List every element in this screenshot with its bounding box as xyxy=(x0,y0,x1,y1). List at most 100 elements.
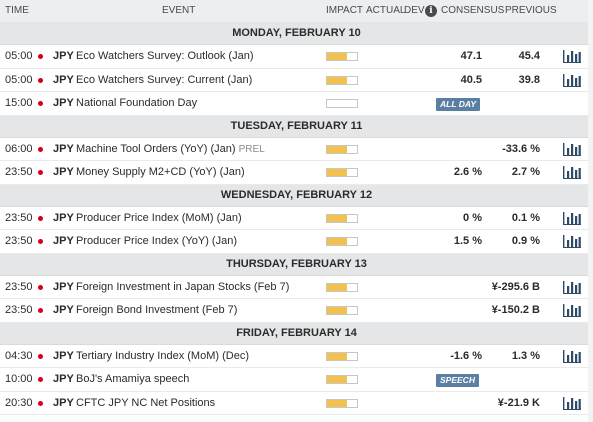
bar-chart-icon[interactable] xyxy=(563,49,581,63)
consensus-value: 2.6 % xyxy=(453,166,482,178)
previous-value: 0.9 % xyxy=(511,235,540,247)
event-name[interactable]: CFTC JPY NC Net Positions xyxy=(76,392,215,415)
header-time: TIME xyxy=(5,5,29,16)
bar-chart-icon[interactable] xyxy=(563,234,581,248)
impact-bar xyxy=(326,398,358,408)
event-name-text: CFTC JPY NC Net Positions xyxy=(76,396,216,409)
bar-chart-icon[interactable] xyxy=(563,165,581,179)
table-row[interactable]: 05:00 JPY Eco Watchers Survey: Current (Ja… xyxy=(0,69,593,92)
japan-flag-icon xyxy=(38,377,43,382)
event-time: 15:00 xyxy=(5,97,33,109)
impact-bar xyxy=(326,75,358,85)
japan-flag-icon xyxy=(38,400,43,406)
event-time: 05:00 xyxy=(5,50,33,62)
table-row[interactable]: 23:50 JPY Producer Price Index (MoM) (Jan)… xyxy=(0,207,593,230)
event-name[interactable]: Machine Tool Orders (YoY) (Jan) PREL xyxy=(76,138,265,161)
event-name-text: BoJ's Amamiya speech xyxy=(76,373,190,385)
impact-bar xyxy=(326,375,358,384)
previous-value: ¥-150.2 B xyxy=(491,304,540,316)
event-name[interactable]: National Foundation Day xyxy=(76,92,197,115)
impact-bar xyxy=(326,282,358,292)
japan-flag-icon xyxy=(38,101,43,106)
header-consensus: CONSENSUS xyxy=(441,5,505,16)
japan-flag-icon xyxy=(38,170,43,175)
impact-bar-fill xyxy=(327,76,347,84)
bar-chart-icon[interactable] xyxy=(563,142,581,156)
table-row[interactable]: 15:00 JPY National Foundation Day ALL DAY xyxy=(0,92,593,116)
bar-chart-icon[interactable] xyxy=(563,211,581,225)
impact-bar-fill xyxy=(327,399,347,407)
event-name[interactable]: Foreign Investment in Japan Stocks (Feb … xyxy=(76,276,289,299)
day-header: MONDAY, FEBRUARY 10 xyxy=(0,23,593,45)
table-row[interactable]: 20:30 JPY CFTC JPY NC Net Positions ¥-21.9 … xyxy=(0,392,593,415)
japan-flag-icon xyxy=(38,54,43,59)
table-row[interactable]: 10:00 JPY BoJ's Amamiya speech SPEECH xyxy=(0,368,593,392)
event-name-text: Eco Watchers Survey: Outlook (Jan) xyxy=(76,50,254,62)
previous-value: 1.3 % xyxy=(511,349,540,362)
japan-flag-icon xyxy=(38,215,43,221)
event-name[interactable]: BoJ's Amamiya speech xyxy=(76,368,189,391)
bar-chart-icon[interactable] xyxy=(563,73,581,87)
impact-bar xyxy=(326,213,358,223)
event-currency: JPY xyxy=(53,235,74,247)
event-name-text: Machine Tool Orders (YoY) (Jan) xyxy=(76,142,236,155)
table-row[interactable]: 23:50 JPY Foreign Investment in Japan Stoc… xyxy=(0,276,593,299)
impact-bar-fill xyxy=(327,238,347,245)
bar-chart-icon[interactable] xyxy=(563,349,581,363)
event-name[interactable]: Producer Price Index (MoM) (Jan) xyxy=(76,207,242,230)
previous-value: 0.1 % xyxy=(511,211,540,224)
event-currency: JPY xyxy=(53,373,74,385)
impact-bar xyxy=(326,99,358,108)
table-row[interactable]: 23:50 JPY Foreign Bond Investment (Feb 7) ¥… xyxy=(0,299,593,323)
impact-bar-fill xyxy=(327,283,347,291)
previous-value: ¥-21.9 K xyxy=(497,396,540,409)
event-name[interactable]: Money Supply M2+CD (YoY) (Jan) xyxy=(76,161,245,184)
event-name-text: Producer Price Index (MoM) (Jan) xyxy=(76,211,242,224)
bar-chart-icon[interactable] xyxy=(563,303,581,317)
event-name[interactable]: Eco Watchers Survey: Outlook (Jan) xyxy=(76,45,254,68)
table-row[interactable]: 04:30 JPY Tertiary Industry Index (MoM) (D… xyxy=(0,345,593,368)
event-badge: SPEECH xyxy=(436,374,479,387)
table-header: TIME EVENT IMPACT ACTUAL DEV i CONSENSUS… xyxy=(0,0,593,23)
bar-chart-icon[interactable] xyxy=(563,396,581,410)
japan-flag-icon xyxy=(38,284,43,290)
consensus-value: 0 % xyxy=(463,211,482,224)
event-time: 06:00 xyxy=(5,142,33,155)
event-time: 10:00 xyxy=(5,373,33,385)
japan-flag-icon xyxy=(38,308,43,313)
impact-bar-fill xyxy=(327,53,347,60)
info-icon[interactable]: i xyxy=(425,5,437,17)
bar-chart-icon[interactable] xyxy=(563,280,581,294)
day-header: THURSDAY, FEBRUARY 13 xyxy=(0,253,593,276)
event-time: 23:50 xyxy=(5,304,33,316)
impact-bar-fill xyxy=(327,376,347,383)
event-tag: PREL xyxy=(238,143,265,155)
event-name[interactable]: Foreign Bond Investment (Feb 7) xyxy=(76,299,237,322)
event-currency: JPY xyxy=(53,349,74,362)
impact-bar xyxy=(326,351,358,361)
table-row[interactable]: 05:00 JPY Eco Watchers Survey: Outlook (Ja… xyxy=(0,45,593,69)
impact-bar xyxy=(326,168,358,177)
impact-bar-fill xyxy=(327,214,347,222)
table-row[interactable]: 23:50 JPY Money Supply M2+CD (YoY) (Jan) 2.… xyxy=(0,161,593,185)
event-name[interactable]: Eco Watchers Survey: Current (Jan) xyxy=(76,69,252,92)
table-row[interactable]: 06:00 JPY Machine Tool Orders (YoY) (Jan) P… xyxy=(0,138,593,161)
event-name-text: Eco Watchers Survey: Current (Jan) xyxy=(76,73,253,86)
event-name[interactable]: Tertiary Industry Index (MoM) (Dec) xyxy=(76,345,249,368)
event-name-text: Tertiary Industry Index (MoM) (Dec) xyxy=(76,349,249,362)
event-name-text: Producer Price Index (YoY) (Jan) xyxy=(76,235,237,247)
scrollbar-track[interactable] xyxy=(588,0,593,422)
japan-flag-icon xyxy=(38,146,43,152)
day-header: WEDNESDAY, FEBRUARY 12 xyxy=(0,184,593,207)
event-currency: JPY xyxy=(53,166,74,178)
table-row[interactable]: 23:50 JPY Producer Price Index (YoY) (Jan)… xyxy=(0,230,593,254)
consensus-value: 47.1 xyxy=(460,50,482,62)
header-event: EVENT xyxy=(162,5,196,16)
event-currency: JPY xyxy=(53,97,74,109)
previous-value: 39.8 xyxy=(518,73,540,86)
day-header: TUESDAY, FEBRUARY 11 xyxy=(0,115,593,138)
event-name[interactable]: Producer Price Index (YoY) (Jan) xyxy=(76,230,237,253)
event-name-text: Foreign Investment in Japan Stocks (Feb … xyxy=(76,280,290,293)
event-name-text: National Foundation Day xyxy=(76,97,198,109)
previous-value: 2.7 % xyxy=(511,166,540,178)
